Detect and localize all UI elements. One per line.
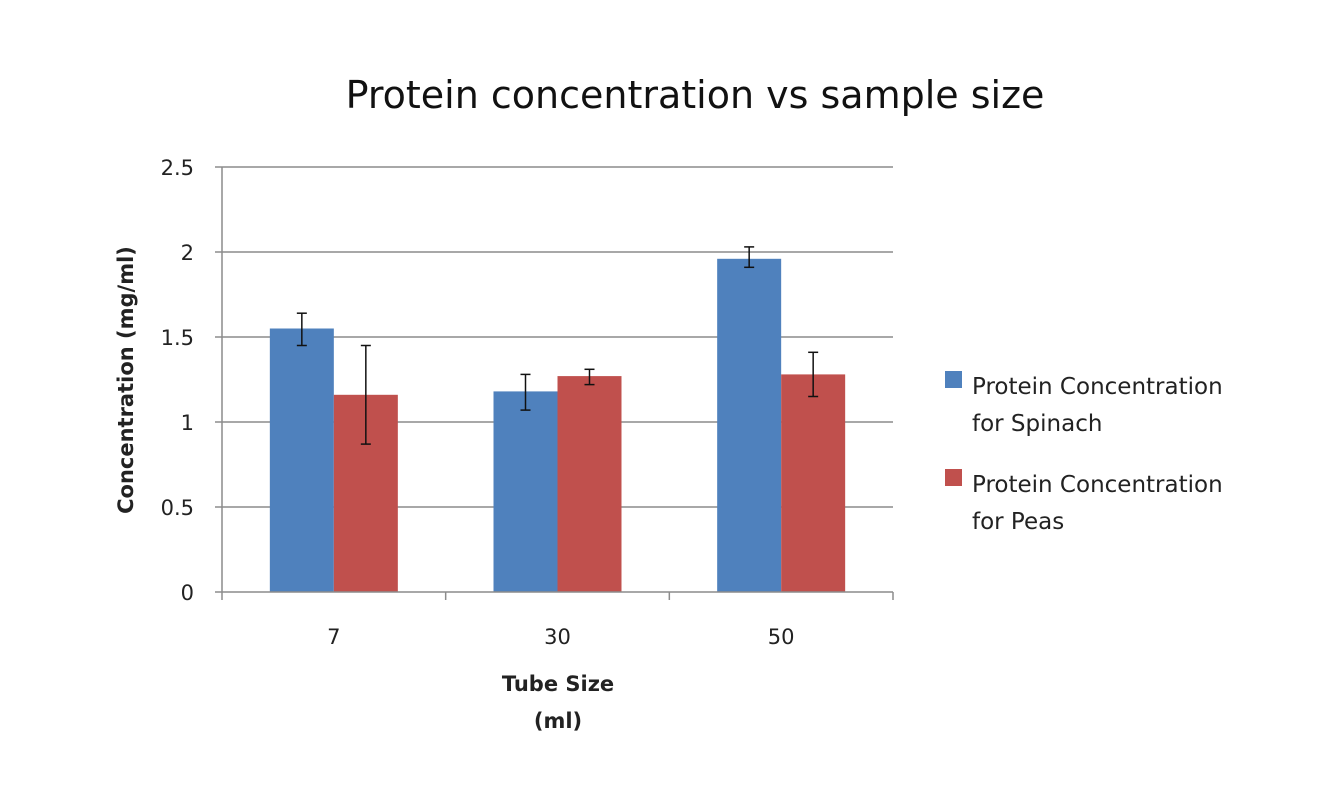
x-tick-label: 7 <box>327 625 340 649</box>
x-tick-label: 50 <box>768 625 795 649</box>
y-tick-label: 0 <box>181 581 194 605</box>
bar <box>557 376 622 592</box>
x-axis-label-line1: Tube Size <box>502 672 614 696</box>
x-axis-label-line2: (ml) <box>534 709 582 733</box>
legend: Protein Concentration for Spinach Protein … <box>945 371 1223 535</box>
legend-swatch <box>945 469 962 486</box>
chart-title: Protein concentration vs sample size <box>346 73 1045 117</box>
bar <box>269 328 334 592</box>
y-tick-label: 2 <box>181 241 194 265</box>
y-tick-label: 2.5 <box>161 156 194 180</box>
axes: 0 0.5 1 1.5 2 2.5 7 30 50 <box>161 156 894 649</box>
x-tick-label: 30 <box>544 625 571 649</box>
y-axis-label: Concentration (mg/ml) <box>114 246 138 514</box>
legend-swatch <box>945 371 962 388</box>
bars <box>269 246 846 592</box>
legend-label: for Peas <box>972 509 1064 535</box>
y-tick-label: 1.5 <box>161 326 194 350</box>
bar <box>717 258 782 592</box>
legend-label: Protein Concentration <box>972 374 1223 400</box>
bar <box>493 391 558 592</box>
y-tick-label: 1 <box>181 411 194 435</box>
bar <box>781 374 846 592</box>
y-tick-label: 0.5 <box>161 496 194 520</box>
legend-label: Protein Concentration <box>972 472 1223 498</box>
legend-label: for Spinach <box>972 411 1102 437</box>
